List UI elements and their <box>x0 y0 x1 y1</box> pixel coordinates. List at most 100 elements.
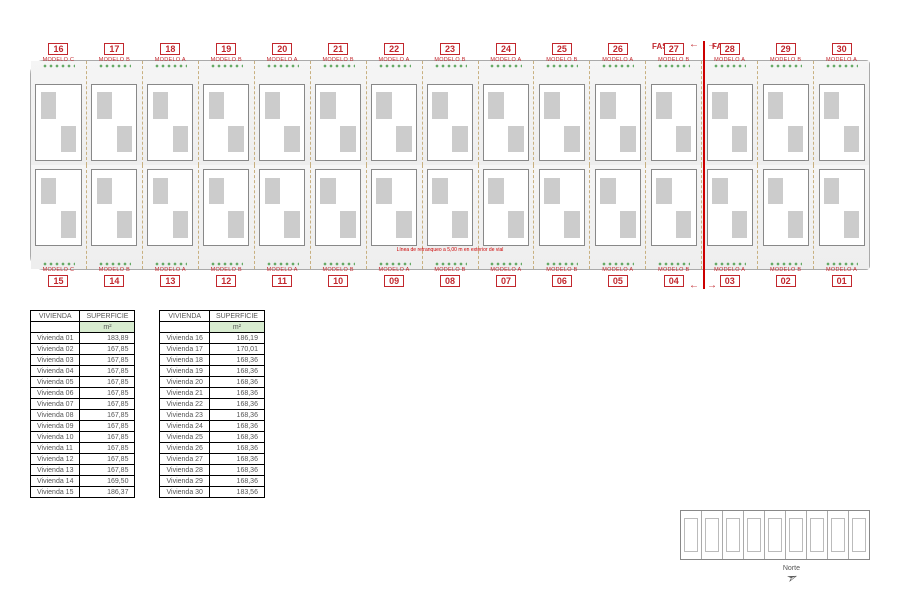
unit-08: 08MODELO B <box>423 165 479 269</box>
cell-name: Vivienda 21 <box>160 388 209 399</box>
cell-name: Vivienda 19 <box>160 366 209 377</box>
cell-name: Vivienda 11 <box>31 443 80 454</box>
floorplan-icon <box>707 84 753 161</box>
cell-area: 167,85 <box>80 465 135 476</box>
cell-area: 168,36 <box>209 465 264 476</box>
unit-model-label: MODELO A <box>826 267 857 273</box>
cell-area: 186,37 <box>80 487 135 498</box>
keyplan-unit <box>849 511 869 559</box>
table-row: Vivienda 26168,36 <box>160 443 264 454</box>
unit-model-label: MODELO A <box>267 57 298 63</box>
cell-area: 168,36 <box>209 432 264 443</box>
unit-number: 03 <box>720 275 740 287</box>
phase-arrow-right: → <box>707 280 717 291</box>
unit-model-label: MODELO A <box>379 57 410 63</box>
floorplan-icon <box>147 169 193 246</box>
col-header-superficie: SUPERFICIE <box>209 311 264 322</box>
unit-model-label: MODELO B <box>322 267 353 273</box>
table-row: Vivienda 14169,50 <box>31 476 135 487</box>
unit-13: 13MODELO A <box>143 165 199 269</box>
cell-name: Vivienda 18 <box>160 355 209 366</box>
cell-area: 183,56 <box>209 487 264 498</box>
table-row: Vivienda 19168,36 <box>160 366 264 377</box>
site-plan: 16MODELO C17MODELO B18MODELO A19MODELO B… <box>30 60 870 270</box>
cell-area: 167,85 <box>80 410 135 421</box>
unit-row-bottom: 15MODELO C14MODELO B13MODELO A12MODELO B… <box>31 165 869 269</box>
cell-area: 168,36 <box>209 399 264 410</box>
unit-model-label: MODELO A <box>602 267 633 273</box>
cell-name: Vivienda 27 <box>160 454 209 465</box>
unit-model-label: MODELO B <box>211 267 242 273</box>
cell-area: 170,01 <box>209 344 264 355</box>
unit-model-label: MODELO C <box>43 267 75 273</box>
table-row: Vivienda 15186,37 <box>31 487 135 498</box>
cell-name: Vivienda 15 <box>31 487 80 498</box>
unit-model-label: MODELO B <box>434 267 465 273</box>
floorplan-icon <box>539 84 585 161</box>
unit-30: 30MODELO A <box>814 61 869 165</box>
unit-number: 07 <box>496 275 516 287</box>
unit-number: 08 <box>440 275 460 287</box>
col-header-vivienda: VIVIENDA <box>160 311 209 322</box>
cell-area: 168,36 <box>209 366 264 377</box>
cell-name: Vivienda 22 <box>160 399 209 410</box>
area-table-2: VIVIENDASUPERFICIEm²Vivienda 16186,19Viv… <box>159 310 264 498</box>
floorplan-icon <box>427 169 473 246</box>
table-row: Vivienda 30183,56 <box>160 487 264 498</box>
cell-area: 167,85 <box>80 421 135 432</box>
cell-area: 167,85 <box>80 355 135 366</box>
unit-28: 28MODELO A <box>702 61 758 165</box>
unit-model-label: MODELO B <box>99 267 130 273</box>
area-tables: VIVIENDASUPERFICIEm²Vivienda 01183,89Viv… <box>30 310 265 498</box>
unit-06: 06MODELO B <box>534 165 590 269</box>
table-row: Vivienda 03167,85 <box>31 355 135 366</box>
floorplan-icon <box>763 84 809 161</box>
unit-model-label: MODELO A <box>155 57 186 63</box>
unit-model-label: MODELO A <box>490 57 521 63</box>
north-indicator: Norte ➣ <box>783 565 800 584</box>
keyplan-unit <box>807 511 828 559</box>
unit-18: 18MODELO A <box>143 61 199 165</box>
unit-17: 17MODELO B <box>87 61 143 165</box>
floorplan-icon <box>819 169 865 246</box>
cell-name: Vivienda 14 <box>31 476 80 487</box>
unit-model-label: MODELO A <box>155 267 186 273</box>
col-subheader-blank <box>160 322 209 333</box>
floorplan-icon <box>595 84 641 161</box>
unit-model-label: MODELO A <box>267 267 298 273</box>
unit-model-label: MODELO B <box>658 267 689 273</box>
unit-model-label: MODELO B <box>99 57 130 63</box>
cell-area: 167,85 <box>80 388 135 399</box>
table-row: Vivienda 23168,36 <box>160 410 264 421</box>
table-row: Vivienda 05167,85 <box>31 377 135 388</box>
table-row: Vivienda 08167,85 <box>31 410 135 421</box>
unit-07: 07MODELO A <box>479 165 535 269</box>
phase-divider-line <box>703 41 705 289</box>
floorplan-icon <box>707 169 753 246</box>
unit-number: 05 <box>608 275 628 287</box>
unit-model-label: MODELO B <box>770 267 801 273</box>
unit-row-top: 16MODELO C17MODELO B18MODELO A19MODELO B… <box>31 61 869 165</box>
unit-number: 18 <box>160 43 180 55</box>
cell-name: Vivienda 17 <box>160 344 209 355</box>
unit-number: 09 <box>384 275 404 287</box>
unit-number: 27 <box>664 43 684 55</box>
cell-name: Vivienda 25 <box>160 432 209 443</box>
floorplan-icon <box>483 84 529 161</box>
unit-09: 09MODELO A <box>367 165 423 269</box>
cell-name: Vivienda 23 <box>160 410 209 421</box>
unit-number: 12 <box>216 275 236 287</box>
cell-name: Vivienda 01 <box>31 333 80 344</box>
unit-number: 20 <box>272 43 292 55</box>
unit-number: 24 <box>496 43 516 55</box>
unit-14: 14MODELO B <box>87 165 143 269</box>
table-row: Vivienda 10167,85 <box>31 432 135 443</box>
col-subheader-unit: m² <box>80 322 135 333</box>
unit-29: 29MODELO B <box>758 61 814 165</box>
unit-model-label: MODELO A <box>602 57 633 63</box>
unit-03: 03MODELO A <box>702 165 758 269</box>
cell-name: Vivienda 13 <box>31 465 80 476</box>
unit-04: 04MODELO B <box>646 165 702 269</box>
unit-20: 20MODELO A <box>255 61 311 165</box>
keyplan-unit <box>786 511 807 559</box>
